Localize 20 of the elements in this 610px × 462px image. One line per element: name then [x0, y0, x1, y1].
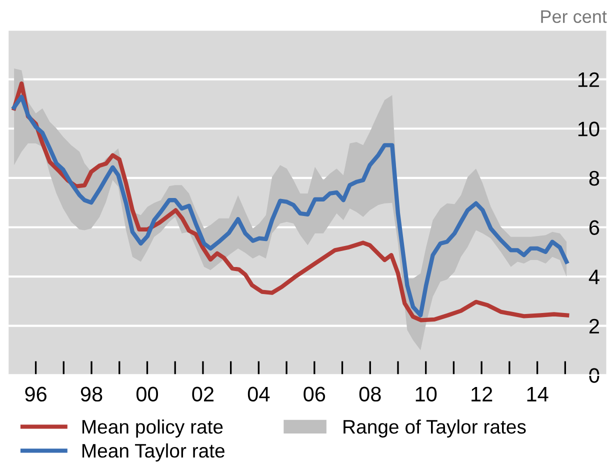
x-tick-label: 06	[304, 386, 326, 402]
text: Range of Taylor rates	[344, 419, 526, 438]
x-tick-label: 10	[416, 386, 437, 402]
x-tick-label: 00	[136, 386, 158, 402]
legend-label: Mean Taylor rate	[82, 443, 224, 462]
x-tick-label: 14	[527, 387, 548, 402]
y-tick-label: 8	[589, 170, 600, 186]
y-axis-title: Per cent	[541, 10, 607, 24]
x-tick-label: 96	[25, 386, 46, 402]
legend-label: Mean policy rate	[82, 419, 223, 438]
x-tick-label: 12	[472, 386, 492, 402]
x-tick-label: 02	[192, 386, 214, 402]
x-tick-label: 04	[248, 386, 270, 402]
y-tick-label: 10	[578, 122, 600, 136]
y-tick-label: 4	[588, 270, 600, 284]
y-tick-label: 6	[589, 220, 600, 235]
x-tick-label: 98	[80, 386, 102, 402]
y-tick-label: 12	[578, 72, 599, 87]
y-tick-label: 2	[589, 318, 599, 334]
x-tick-label: 08	[359, 386, 381, 402]
